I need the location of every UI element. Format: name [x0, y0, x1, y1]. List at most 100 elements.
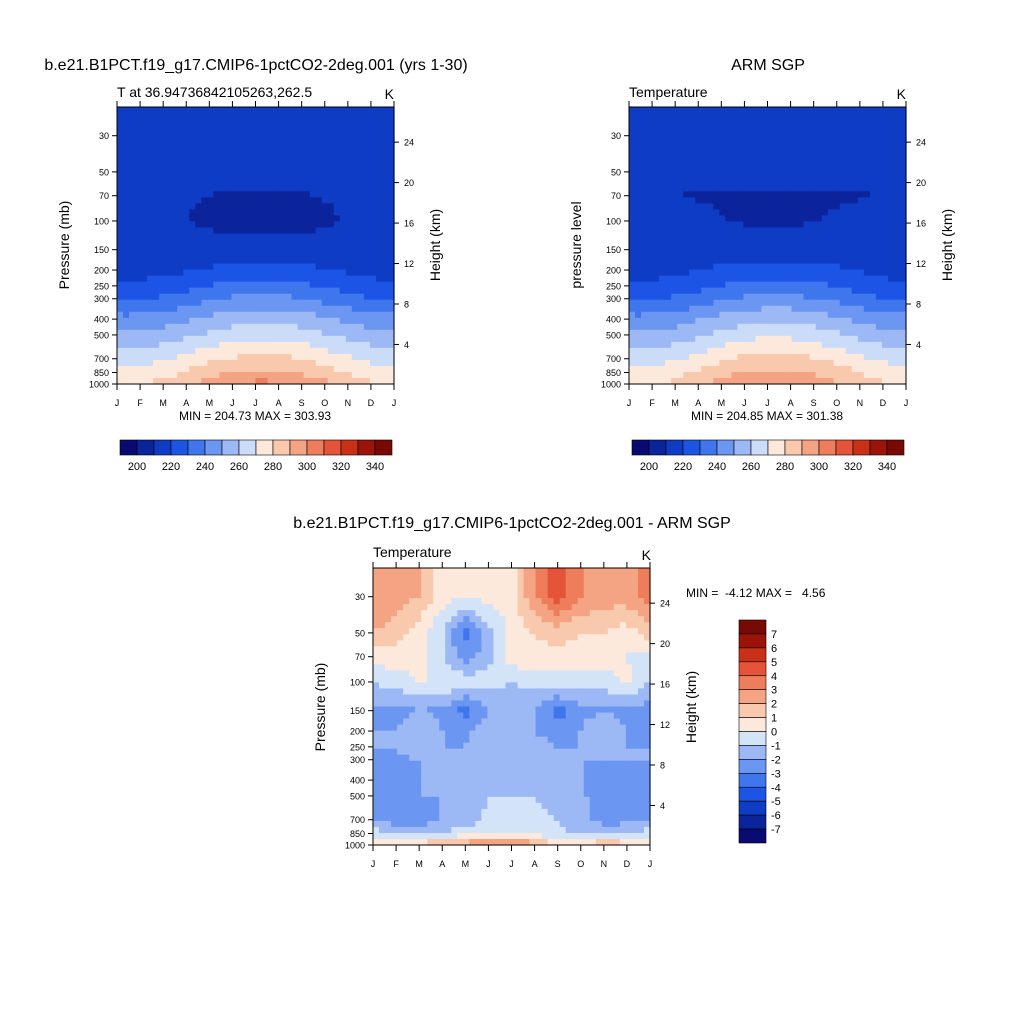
field-cell [403, 688, 410, 696]
field-cell [381, 311, 389, 319]
field-cell [797, 119, 805, 126]
field-cell [875, 197, 883, 204]
field-cell [893, 245, 901, 253]
field-cell [409, 784, 416, 792]
field-cell [827, 167, 835, 174]
field-cell [219, 215, 226, 223]
field-cell [701, 239, 708, 247]
field-cell [189, 215, 196, 223]
field-cell [183, 281, 190, 289]
field-cell [207, 167, 214, 174]
field-cell [379, 694, 386, 702]
field-cell [141, 371, 148, 379]
field-cell [731, 347, 738, 355]
field-cell [743, 137, 751, 144]
field-cell [261, 119, 269, 126]
field-cell [689, 227, 696, 235]
field-cell [177, 281, 184, 289]
field-cell [785, 227, 793, 235]
field-cell [719, 281, 726, 289]
field-cell [719, 335, 726, 343]
field-cell [755, 155, 763, 162]
field-cell [797, 305, 805, 313]
field-cell [123, 239, 130, 247]
field-cell [773, 281, 781, 289]
x-tick-label: J [627, 398, 632, 408]
field-cell [899, 203, 907, 210]
field-cell [379, 802, 386, 810]
field-cell [351, 293, 359, 301]
field-cell [629, 287, 636, 295]
field-cell [183, 131, 190, 138]
field-cell [761, 167, 769, 174]
field-cell [659, 107, 666, 114]
field-cell [863, 197, 871, 204]
field-cell [797, 341, 805, 349]
field-cell [857, 323, 865, 331]
field-cell [893, 197, 901, 204]
field-cell [857, 245, 865, 253]
field-cell [899, 365, 907, 373]
field-cell [743, 221, 751, 229]
field-cell [195, 215, 202, 223]
field-cell [749, 359, 757, 367]
y-right-tick-label: 20 [916, 178, 926, 188]
field-cell [207, 161, 214, 168]
y-tick-label: 100 [606, 216, 621, 226]
field-cell [391, 736, 398, 744]
field-cell [851, 167, 859, 174]
field-cell [261, 125, 269, 132]
field-cell [737, 131, 745, 138]
field-cell [761, 323, 769, 331]
field-cell [237, 371, 245, 379]
field-cell [397, 772, 404, 780]
panel-left-string: Temperature [629, 84, 708, 100]
field-cell [183, 341, 190, 349]
field-cell [387, 275, 395, 283]
field-cell [773, 353, 781, 361]
field-cell [863, 143, 871, 150]
field-cell [845, 119, 853, 126]
field-cell [273, 197, 281, 204]
field-cell [671, 317, 678, 325]
field-cell [261, 227, 269, 235]
field-cell [839, 233, 847, 241]
field-cell [345, 269, 353, 277]
field-cell [165, 305, 172, 313]
field-cell [363, 209, 371, 216]
field-cell [743, 299, 751, 307]
field-cell [129, 215, 136, 223]
field-cell [297, 215, 305, 223]
field-cell [791, 143, 799, 150]
field-cell [141, 239, 148, 247]
field-cell [273, 191, 281, 198]
field-cell [659, 359, 666, 367]
field-cell [385, 814, 392, 822]
field-cell [743, 263, 751, 271]
field-cell [893, 275, 901, 283]
field-cell [785, 197, 793, 204]
field-cell [391, 658, 398, 665]
field-cell [249, 167, 257, 174]
field-cell [845, 209, 853, 216]
field-cell [267, 215, 275, 223]
field-cell [351, 281, 359, 289]
field-cell [421, 646, 428, 653]
field-cell [123, 323, 130, 331]
field-cell [857, 269, 865, 277]
field-cell [409, 670, 416, 677]
field-cell [659, 251, 666, 259]
field-cell [333, 317, 341, 325]
field-cell [135, 149, 142, 156]
field-cell [713, 323, 720, 331]
field-cell [147, 131, 154, 138]
field-cell [683, 275, 690, 283]
field-cell [391, 580, 398, 587]
field-cell [345, 287, 353, 295]
field-cell [279, 203, 287, 210]
field-cell [255, 233, 263, 241]
field-cell [415, 754, 422, 762]
field-cell [357, 311, 365, 319]
field-cell [201, 197, 208, 204]
field-cell [665, 149, 672, 156]
